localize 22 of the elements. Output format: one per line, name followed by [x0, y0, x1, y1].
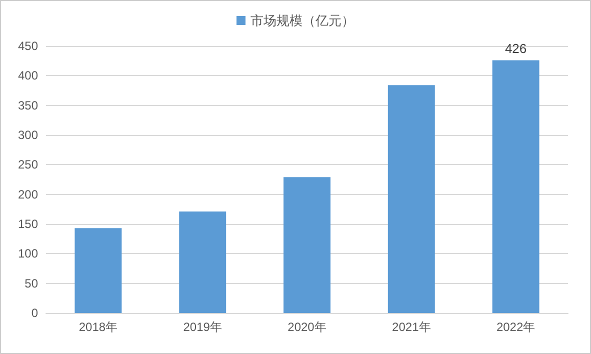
y-tick-label: 150	[18, 217, 38, 231]
bar	[492, 60, 540, 313]
bar	[388, 85, 435, 313]
x-tick-label: 2022年	[496, 320, 536, 334]
y-tick-label: 300	[18, 128, 38, 142]
bar	[179, 212, 226, 313]
x-tick-label: 2018年	[78, 320, 118, 334]
x-tick-label: 2019年	[183, 320, 222, 334]
bar	[284, 177, 330, 313]
legend-label: 市场规模（亿元）	[250, 13, 354, 28]
y-tick-label: 250	[18, 158, 38, 172]
y-tick-label: 0	[31, 306, 38, 320]
y-tick-label: 450	[18, 39, 38, 53]
y-tick-label: 400	[18, 68, 38, 83]
x-tick-label: 2020年	[288, 320, 326, 334]
y-tick-label: 350	[18, 98, 38, 112]
bar	[74, 228, 122, 313]
data-label: 426	[504, 41, 527, 56]
y-tick-label: 50	[24, 276, 38, 290]
y-tick-label: 100	[18, 246, 38, 261]
x-tick-label: 2021年	[392, 320, 431, 334]
y-tick-label: 200	[18, 187, 38, 202]
